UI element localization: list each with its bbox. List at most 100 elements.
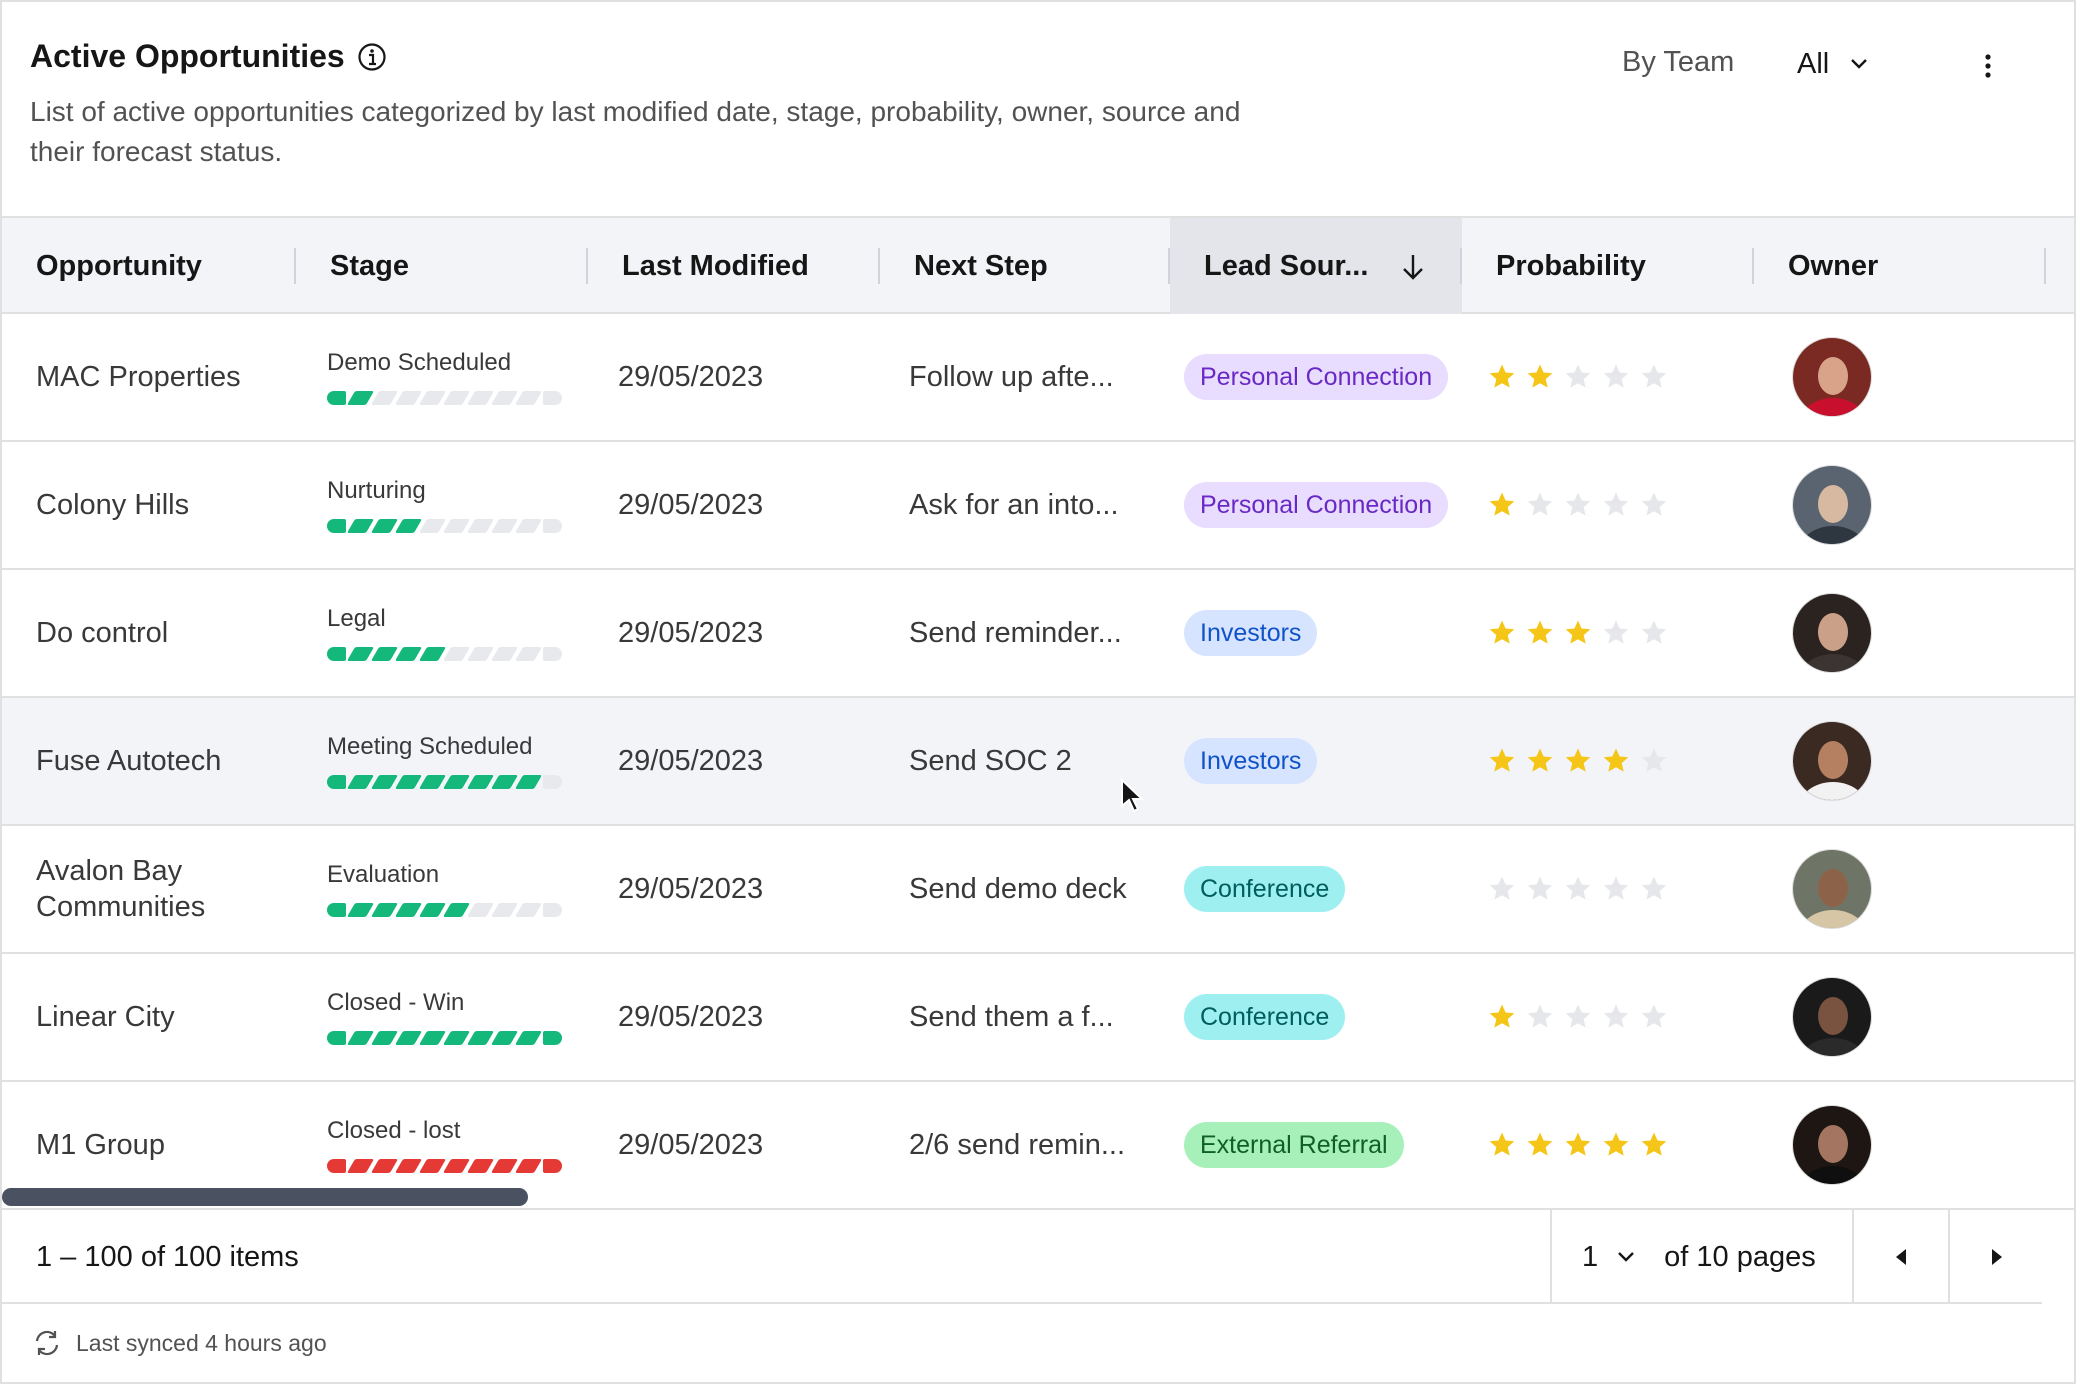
stage-progress-segment xyxy=(346,775,375,789)
column-label: Next Step xyxy=(914,249,1048,282)
star-icon xyxy=(1565,620,1591,644)
table-row[interactable]: Avalon Bay Communities Evaluation 29/05/… xyxy=(2,826,2074,954)
sync-status: Last synced 4 hours ago xyxy=(32,1328,327,1358)
avatar[interactable] xyxy=(1792,721,1872,801)
avatar[interactable] xyxy=(1792,337,1872,417)
column-header-next-step[interactable]: Next Step xyxy=(880,218,1170,314)
owner-cell xyxy=(1792,314,1872,440)
table-row[interactable]: Colony Hills Nurturing 29/05/2023 Ask fo… xyxy=(2,442,2074,570)
card-header: Active Opportunities List of active oppo… xyxy=(2,2,2074,216)
table-row[interactable]: Linear City Closed - Win 29/05/2023 Send… xyxy=(2,954,2074,1082)
page-select[interactable]: 1 xyxy=(1552,1241,1638,1274)
avatar[interactable] xyxy=(1792,593,1872,673)
column-label: Lead Sour... xyxy=(1204,249,1369,282)
stage-progress-segment xyxy=(370,647,399,661)
owner-cell xyxy=(1792,698,1872,824)
avatar[interactable] xyxy=(1792,977,1872,1057)
page-total: of 10 pages xyxy=(1664,1240,1816,1273)
stage-progress-segment xyxy=(418,1159,447,1173)
stage-progress-segment xyxy=(514,775,543,789)
stage-cell: Legal xyxy=(327,570,587,696)
probability-rating xyxy=(1488,1082,1748,1208)
table-row[interactable]: M1 Group Closed - lost 29/05/2023 2/6 se… xyxy=(2,1082,2074,1210)
star-icon xyxy=(1603,876,1629,900)
stage-progress-segment xyxy=(394,1031,423,1045)
column-header-last-modified[interactable]: Last Modified xyxy=(588,218,880,314)
star-icon xyxy=(1489,492,1515,516)
avatar[interactable] xyxy=(1792,1105,1872,1185)
previous-page-button[interactable] xyxy=(1852,1210,1948,1304)
stage-progress-segment xyxy=(490,903,519,917)
stage-progress-segment xyxy=(514,1031,543,1045)
column-header-opportunity[interactable]: Opportunity xyxy=(2,218,296,314)
stage-progress-segment xyxy=(514,519,543,533)
column-header-stage[interactable]: Stage xyxy=(296,218,588,314)
stage-progress-segment xyxy=(370,391,399,405)
horizontal-scrollbar[interactable] xyxy=(2,1188,528,1206)
opportunity-name[interactable]: Do control xyxy=(36,617,169,649)
stage-label: Demo Scheduled xyxy=(327,349,512,376)
avatar[interactable] xyxy=(1792,465,1872,545)
overflow-menu-button[interactable] xyxy=(1974,46,2002,86)
team-filter-dropdown[interactable]: All xyxy=(1797,42,1871,86)
next-step-text: Send them a f... xyxy=(909,1000,1114,1033)
stage-progress-segment xyxy=(514,903,543,917)
stage-progress-segment xyxy=(418,1031,447,1045)
stage-progress-segment xyxy=(327,519,346,533)
table-row[interactable]: MAC Properties Demo Scheduled 29/05/2023… xyxy=(2,314,2074,442)
table-row[interactable]: Fuse Autotech Meeting Scheduled 29/05/20… xyxy=(2,698,2074,826)
stage-progress-segment xyxy=(442,903,471,917)
stage-label: Meeting Scheduled xyxy=(327,733,533,760)
star-icon xyxy=(1565,1132,1591,1156)
next-step-text: Follow up afte... xyxy=(909,360,1114,393)
group-by-label: By Team xyxy=(1622,46,1735,78)
star-icon xyxy=(1565,492,1591,516)
star-icon xyxy=(1489,1132,1515,1156)
star-icon xyxy=(1565,748,1591,772)
stage-progress-segment xyxy=(490,391,519,405)
opportunity-name[interactable]: Fuse Autotech xyxy=(36,745,222,777)
star-icon xyxy=(1603,364,1629,388)
stage-progress-segment xyxy=(466,903,495,917)
column-header-owner[interactable]: Owner xyxy=(1754,218,2046,314)
stage-progress-segment xyxy=(466,1159,495,1173)
last-modified-date: 29/05/2023 xyxy=(618,744,764,777)
lead-source-tag: Investors xyxy=(1184,738,1318,784)
avatar[interactable] xyxy=(1792,849,1872,929)
column-header-probability[interactable]: Probability xyxy=(1462,218,1754,314)
next-page-button[interactable] xyxy=(1948,1210,2044,1304)
lead-source-tag: Personal Connection xyxy=(1184,482,1449,528)
column-header-lead-source[interactable]: Lead Sour... xyxy=(1170,218,1462,314)
stage-progress-segment xyxy=(327,775,346,789)
stage-progress-segment xyxy=(543,1159,562,1173)
lead-source-tag: Investors xyxy=(1184,610,1318,656)
stage-progress-segment xyxy=(370,519,399,533)
stage-progress-segment xyxy=(490,775,519,789)
opportunity-name[interactable]: MAC Properties xyxy=(36,361,241,393)
table-row[interactable]: Do control Legal 29/05/2023 Send reminde… xyxy=(2,570,2074,698)
star-icon xyxy=(1489,1004,1515,1028)
opportunity-name[interactable]: Linear City xyxy=(36,1001,175,1033)
opportunity-name[interactable]: M1 Group xyxy=(36,1129,165,1161)
star-icon xyxy=(1527,1004,1553,1028)
lead-source-tag: Personal Connection xyxy=(1184,354,1449,400)
kebab-icon xyxy=(1985,54,1991,78)
opportunity-name[interactable]: Colony Hills xyxy=(36,489,190,521)
stage-progress-segment xyxy=(466,647,495,661)
stage-progress-segment xyxy=(394,519,423,533)
info-icon[interactable] xyxy=(357,42,387,72)
card-title: Active Opportunities xyxy=(30,38,387,75)
star-icon xyxy=(1489,364,1515,388)
stage-progress-segment xyxy=(418,903,447,917)
stage-progress-segment xyxy=(490,1159,519,1173)
stage-progress-segment xyxy=(543,647,562,661)
star-icon xyxy=(1641,748,1667,772)
owner-cell xyxy=(1792,954,1872,1080)
opportunity-name[interactable]: Avalon Bay Communities xyxy=(36,855,206,923)
stage-progress-segment xyxy=(490,1031,519,1045)
star-icon xyxy=(1527,492,1553,516)
stage-progress-segment xyxy=(346,391,375,405)
stage-progress-segment xyxy=(394,775,423,789)
stage-progress-segment xyxy=(514,1159,543,1173)
next-step-text: Ask for an into... xyxy=(909,488,1119,521)
